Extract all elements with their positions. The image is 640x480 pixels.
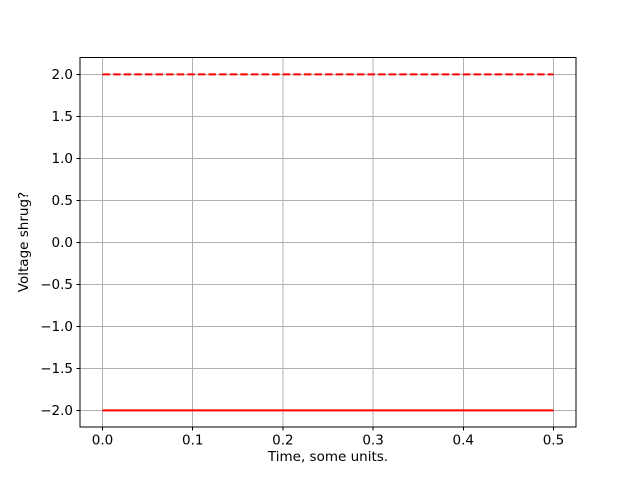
y-tick-label: −2.0 [40, 403, 73, 419]
y-tick-label: 0.0 [52, 235, 73, 251]
x-tick-label: 0.0 [92, 433, 113, 449]
x-tick-label: 0.2 [272, 433, 293, 449]
x-tick-label: 0.5 [543, 433, 564, 449]
x-tick-label: 0.1 [182, 433, 203, 449]
y-tick-label: −0.5 [40, 277, 73, 293]
y-tick-label: 1.5 [52, 109, 73, 125]
y-tick-label: −1.0 [40, 319, 73, 335]
x-axis-label: Time, some units. [267, 449, 389, 465]
y-tick-label: 0.5 [52, 193, 73, 209]
x-tick-label: 0.3 [362, 433, 383, 449]
y-tick-label: 1.0 [52, 151, 73, 167]
x-tick-label: 0.4 [453, 433, 474, 449]
y-axis-label: Voltage shrug? [16, 191, 32, 293]
y-tick-label: 2.0 [52, 67, 73, 83]
axes-spines [79, 57, 577, 428]
y-tick-label: −1.5 [40, 361, 73, 377]
